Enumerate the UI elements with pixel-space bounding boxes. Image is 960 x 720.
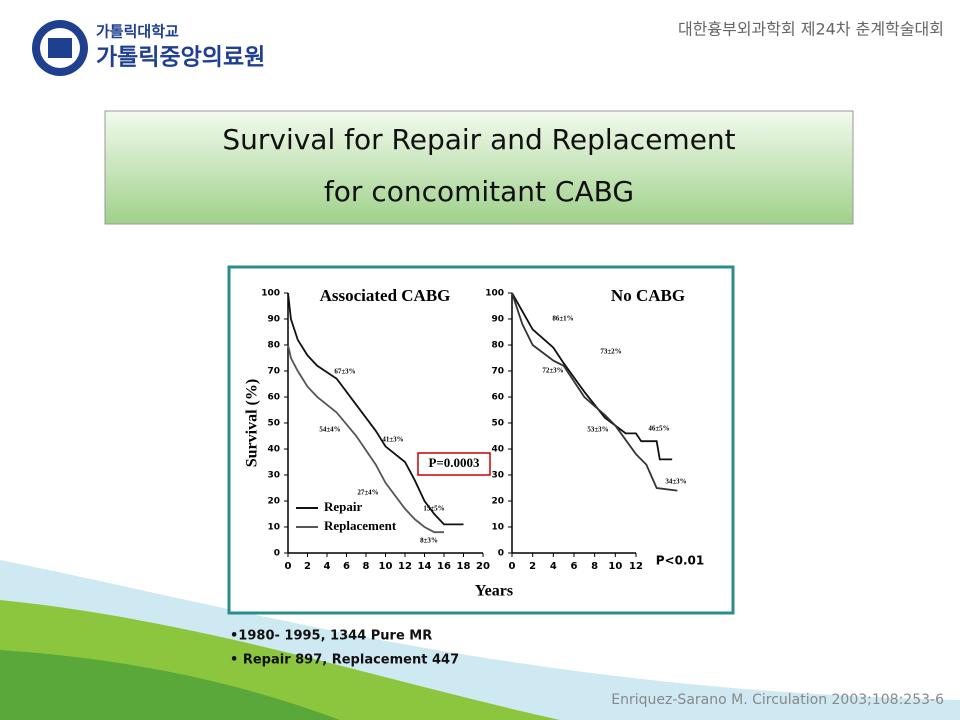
y-tick-label: 40: [267, 445, 280, 455]
survival-curve: [287, 292, 464, 526]
y-tick-label: 70: [491, 367, 504, 377]
p-value: P=0.0003: [428, 455, 480, 470]
x-tick-label: 10: [608, 561, 622, 572]
title-box: [104, 110, 854, 225]
y-tick-label: 10: [491, 523, 504, 533]
y-tick-label: 80: [267, 341, 280, 351]
x-tick-label: 4: [324, 561, 331, 572]
x-tick-label: 0: [285, 561, 292, 572]
annotation: 15±5%: [423, 505, 444, 513]
y-tick-label: 10: [267, 523, 280, 533]
y-tick-label: 90: [267, 315, 280, 325]
y-tick-label: 20: [267, 497, 280, 507]
annotation: 73±2%: [600, 348, 621, 356]
y-tick-label: 30: [491, 471, 504, 481]
annotation: 27±4%: [357, 489, 378, 497]
y-tick-label: 50: [267, 419, 280, 429]
y-tick-label: 70: [267, 367, 280, 377]
y-tick-label: 0: [274, 549, 280, 559]
y-tick-label: 20: [491, 497, 504, 507]
annotation: 86±1%: [552, 315, 573, 323]
x-tick-label: 12: [629, 561, 643, 572]
x-tick-label: 10: [379, 561, 393, 572]
annotation: 8±3%: [420, 537, 438, 545]
x-tick-label: 2: [529, 561, 536, 572]
y-tick-label: 30: [267, 471, 280, 481]
y-axis-label: Survival (%): [244, 379, 261, 467]
annotation: 41±3%: [382, 436, 403, 444]
x-tick-label: 12: [398, 561, 412, 572]
x-tick-label: 8: [591, 561, 598, 572]
y-tick-label: 50: [491, 419, 504, 429]
logo: 가톨릭대학교 가톨릭중앙의료원: [32, 20, 265, 76]
x-tick-label: 14: [418, 561, 432, 572]
survival-curve: [511, 292, 678, 492]
title: Survival for Repair and Replacement: [222, 123, 735, 156]
bullet: •1980- 1995, 1344 Pure MR: [230, 629, 432, 644]
citation: Enriquez-Sarano M. Circulation 2003;108:…: [611, 692, 944, 708]
y-tick-label: 40: [491, 445, 504, 455]
logo-line1: 가톨릭대학교: [96, 23, 179, 41]
x-tick-label: 8: [363, 561, 370, 572]
x-tick-label: 20: [476, 561, 490, 572]
x-tick-label: 16: [437, 561, 451, 572]
legend-label: Repair: [324, 499, 363, 514]
x-axis-label: Years: [475, 583, 513, 600]
y-tick-label: 100: [485, 289, 504, 299]
y-tick-label: 60: [267, 393, 280, 403]
annotation: 34±3%: [665, 478, 686, 486]
background-swoosh: [0, 560, 960, 720]
y-tick-label: 90: [491, 315, 504, 325]
title: for concomitant CABG: [324, 175, 634, 208]
y-tick-label: 0: [498, 549, 504, 559]
survival-curve: [287, 344, 444, 534]
x-tick-label: 0: [509, 561, 516, 572]
annotation: 54±4%: [319, 426, 340, 434]
figure-frame: [227, 265, 735, 615]
annotation: 72±3%: [542, 367, 563, 375]
x-tick-label: 18: [457, 561, 471, 572]
y-tick-label: 80: [491, 341, 504, 351]
chart-title: No CABG: [611, 286, 685, 305]
chart-title: Associated CABG: [320, 286, 451, 305]
legend-label: Replacement: [324, 518, 397, 533]
p-value-box: [417, 452, 491, 476]
conference: 대한흉부외과학회 제24차 춘계학술대회: [678, 20, 944, 39]
p-value: P<0.01: [656, 554, 704, 568]
y-tick-label: 100: [261, 289, 280, 299]
x-tick-label: 2: [304, 561, 311, 572]
bullet: • Repair 897, Replacement 447: [230, 653, 459, 668]
y-tick-label: 60: [491, 393, 504, 403]
x-tick-label: 4: [550, 561, 557, 572]
x-tick-label: 6: [571, 561, 578, 572]
annotation: 67±3%: [334, 368, 355, 376]
annotation: 53±3%: [587, 426, 608, 434]
annotation: 46±5%: [648, 425, 669, 433]
x-tick-label: 6: [343, 561, 350, 572]
logo-line2: 가톨릭중앙의료원: [96, 45, 265, 71]
